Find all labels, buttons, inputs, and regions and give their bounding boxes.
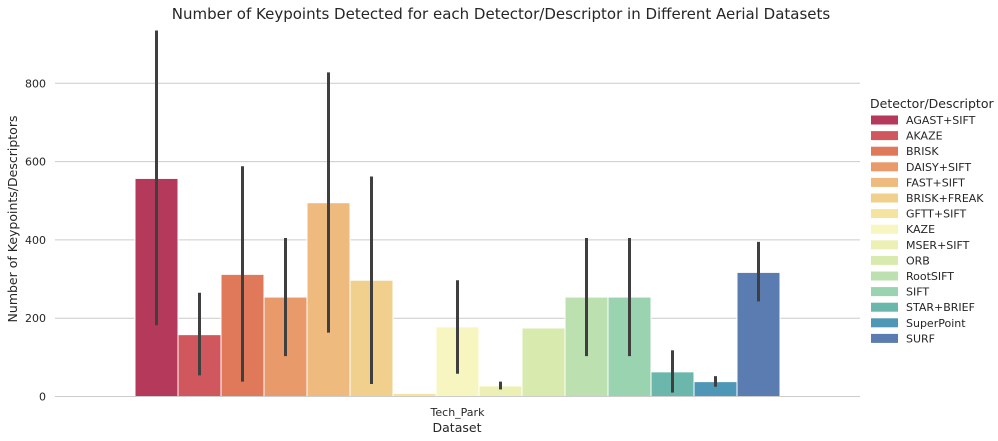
legend-label: FAST+SIFT: [906, 176, 965, 189]
error-bars: [155, 30, 760, 393]
legend-swatch: [871, 318, 898, 328]
legend-label: STAR+BRIEF: [906, 301, 975, 314]
legend-swatch: [871, 287, 898, 297]
legend-swatch: [871, 162, 898, 172]
legend-label: MSER+SIFT: [906, 239, 970, 252]
legend-swatch: [871, 302, 898, 312]
y-tick-label: 600: [25, 156, 46, 169]
legend-label: SIFT: [906, 286, 929, 299]
y-tick-label: 0: [39, 391, 46, 404]
chart-title: Number of Keypoints Detected for each De…: [172, 5, 831, 23]
bar-orb: [521, 327, 566, 397]
legend-swatch: [871, 224, 898, 234]
legend-label: KAZE: [906, 223, 935, 236]
legend-label: ORB: [906, 254, 930, 267]
legend-label: AGAST+SIFT: [906, 114, 976, 127]
legend-label: GFTT+SIFT: [906, 208, 966, 221]
legend-label: SURF: [906, 332, 935, 345]
legend-label: SuperPoint: [906, 317, 966, 330]
legend-label: AKAZE: [906, 130, 943, 143]
legend-swatch: [871, 146, 898, 156]
y-tick-label: 200: [25, 312, 46, 325]
legend-label: RootSIFT: [906, 270, 954, 283]
legend-label: BRISK+FREAK: [906, 192, 984, 205]
legend: Detector/Descriptor AGAST+SIFT AKAZE BRISK…: [870, 96, 994, 345]
legend-swatch: [871, 131, 898, 141]
x-axis-label: Dataset: [433, 420, 482, 435]
legend-swatch: [871, 209, 898, 219]
y-tick-labels: 0 200 400 600 800: [25, 77, 46, 403]
legend-swatch: [871, 271, 898, 281]
legend-label: BRISK: [906, 145, 939, 158]
x-tick-labels: Tech_Park: [430, 406, 486, 419]
y-tick-label: 800: [25, 77, 46, 90]
legend-swatch: [871, 115, 898, 125]
legend-label: DAISY+SIFT: [906, 161, 971, 174]
legend-swatch: [871, 177, 898, 187]
x-tick-label: Tech_Park: [430, 406, 486, 419]
legend-swatch: [871, 333, 898, 343]
y-tick-label: 400: [25, 234, 46, 247]
legend-swatch: [871, 255, 898, 265]
legend-swatch: [871, 193, 898, 203]
y-axis-label: Number of Keypoints/Descriptors: [5, 116, 20, 323]
legend-swatch: [871, 240, 898, 250]
legend-title: Detector/Descriptor: [870, 96, 994, 111]
